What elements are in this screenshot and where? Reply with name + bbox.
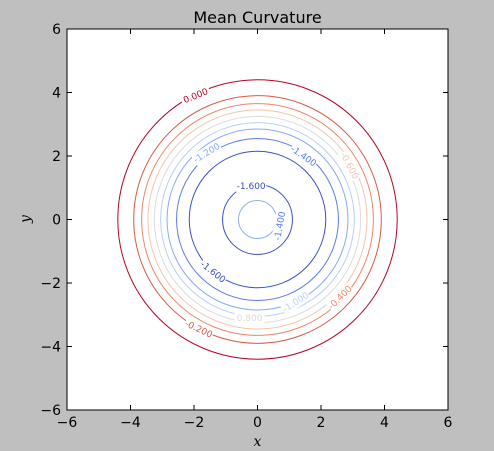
x-tick-label-6: 6	[444, 415, 453, 431]
contour-lines	[117, 79, 398, 360]
contour-label-4: -1.600	[237, 182, 266, 192]
contour-line-10	[117, 79, 398, 360]
contour-label-bg-6	[197, 257, 229, 286]
y-tick-label-2: −2	[40, 276, 61, 292]
contour-label-bg-10	[182, 317, 215, 341]
contour-label-9: 0.800	[237, 314, 263, 324]
contour-label-bg-8	[325, 282, 355, 313]
contour-line-8	[141, 103, 374, 336]
contour-label-bg-1	[190, 139, 223, 166]
x-tick-label-5: 4	[380, 415, 389, 431]
contour-label-bg-4	[236, 180, 267, 193]
contour-label-bg-2	[287, 142, 320, 170]
contour-label-bg-0	[179, 84, 212, 107]
x-tick-label-1: −4	[120, 415, 141, 431]
contour-label-bg-9	[234, 311, 265, 324]
contour-line-7	[147, 109, 368, 330]
chart-title: Mean Curvature	[193, 8, 321, 27]
x-tick-label-0: −6	[57, 415, 78, 431]
y-tick-label-1: −4	[40, 340, 61, 356]
contour-label-bg-7	[279, 288, 312, 316]
y-tick-label-5: 4	[52, 86, 61, 102]
axis-ticks: −6 −4 −2 0 2 4 6 −6 −4 −2 0 2 4 6	[40, 22, 452, 431]
contour-line-4	[166, 128, 349, 311]
contour-label-bg-3	[337, 149, 362, 182]
contour-label-5: -1.400	[273, 211, 288, 242]
plot-area	[66, 28, 449, 411]
y-tick-label-0: −6	[40, 403, 61, 419]
contour-line-2	[188, 150, 327, 289]
y-axis-label: y	[18, 214, 34, 224]
y-tick-label-6: 6	[52, 22, 61, 38]
y-tick-label-4: 2	[52, 149, 61, 165]
x-tick-label-3: 0	[253, 415, 262, 431]
contour-line-9	[133, 95, 382, 344]
x-tick-label-4: 2	[317, 415, 326, 431]
x-tick-label-2: −2	[184, 415, 205, 431]
contour-label-bg-5	[271, 210, 289, 242]
y-tick-label-3: 0	[52, 213, 61, 229]
x-axis-label: x	[254, 434, 262, 450]
contour-line-3	[176, 138, 339, 301]
